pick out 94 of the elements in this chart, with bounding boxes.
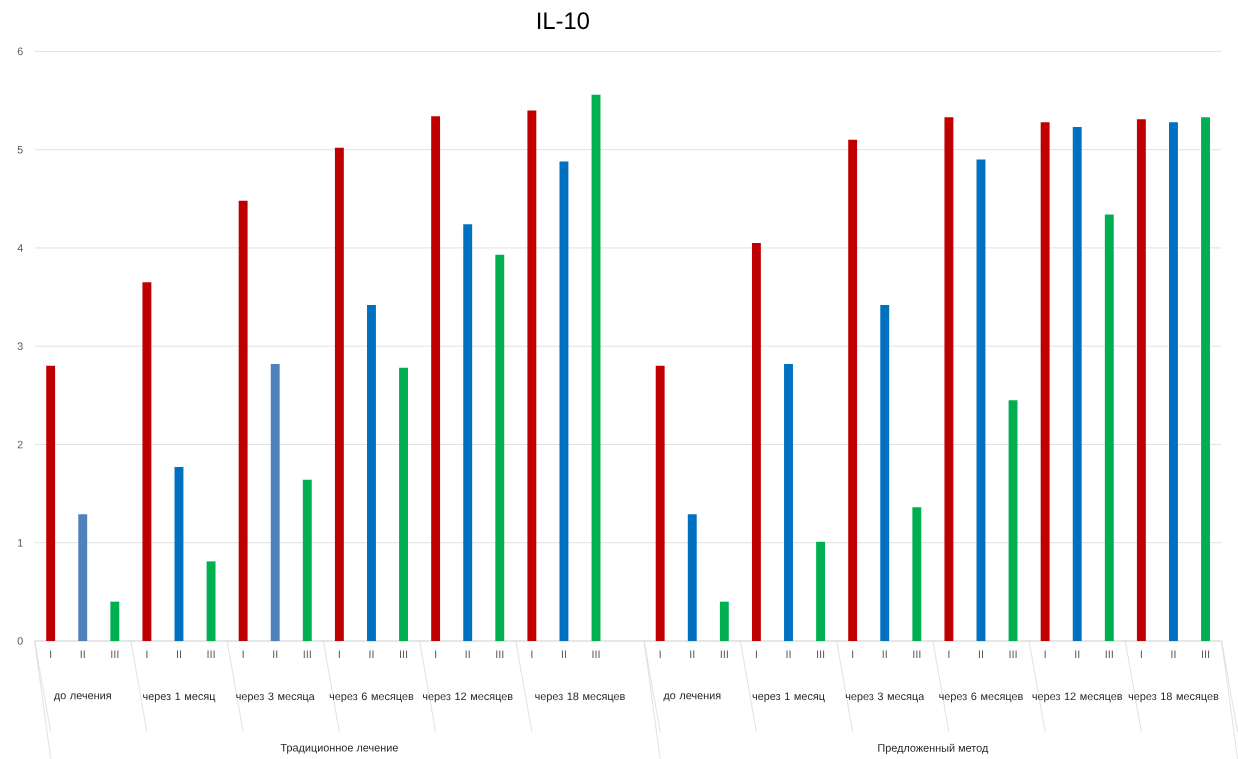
- x-tick-label: II: [561, 650, 566, 658]
- bar: [848, 139, 858, 641]
- text: через 1 месяц: [752, 692, 825, 703]
- bar: [238, 200, 248, 641]
- text: Традиционное лечение: [280, 743, 398, 754]
- x-tick-label: I: [852, 650, 854, 658]
- bar: [1040, 122, 1050, 641]
- x-tick-label: II: [690, 650, 695, 658]
- y-tick-label: 5: [17, 145, 23, 154]
- x-tick-label: III: [913, 650, 921, 658]
- x-tick-label: II: [786, 650, 791, 658]
- bar: [527, 110, 537, 641]
- bar: [142, 282, 152, 641]
- x-tick-label: II: [176, 650, 181, 658]
- x-tick-label: III: [400, 650, 408, 658]
- bar: [1072, 127, 1082, 641]
- bar: [751, 243, 761, 641]
- chart-title: IL-10: [537, 12, 589, 30]
- x-tick-label: II: [465, 650, 470, 658]
- bar: [559, 161, 569, 641]
- text: через 12 месяцев: [1032, 692, 1123, 703]
- text: через 6 месяцев: [329, 692, 414, 703]
- x-tick-label: III: [1009, 650, 1017, 658]
- bar: [719, 601, 729, 641]
- bar: [880, 304, 890, 641]
- x-tick-label: II: [978, 650, 983, 658]
- text: через 3 месяца: [845, 692, 925, 703]
- x-tick-label: I: [659, 650, 661, 658]
- y-tick-label: 0: [17, 637, 23, 645]
- text: через 6 месяцев: [939, 692, 1023, 703]
- x-tick-label: III: [817, 650, 825, 658]
- bar: [174, 467, 184, 641]
- bar: [1201, 117, 1210, 641]
- bar: [1136, 119, 1146, 641]
- text: через 18 месяцев: [1128, 692, 1219, 703]
- x-tick-label: III: [720, 650, 728, 658]
- y-tick-label: 2: [17, 440, 23, 449]
- x-tick-label: II: [1075, 650, 1080, 658]
- bar: [302, 479, 312, 641]
- x-tick-label: II: [369, 650, 374, 658]
- bar: [270, 363, 280, 641]
- text: через 18 месяцев: [535, 692, 625, 703]
- x-tick-label: I: [338, 650, 340, 658]
- text: Предложенный метод: [878, 743, 989, 754]
- bar: [1008, 400, 1018, 641]
- x-tick-label: III: [303, 650, 311, 658]
- bar: [463, 224, 473, 641]
- bar: [110, 601, 120, 641]
- bar: [495, 254, 505, 641]
- y-tick-label: 6: [17, 47, 23, 56]
- x-tick-label: I: [755, 650, 757, 658]
- bar: [591, 94, 601, 641]
- x-tick-label: I: [435, 650, 437, 658]
- text: через 3 месяца: [236, 692, 315, 703]
- x-tick-label: III: [496, 650, 504, 658]
- bar: [367, 304, 376, 641]
- bar: [206, 561, 216, 641]
- x-tick-label: III: [1105, 650, 1113, 658]
- bar: [687, 514, 697, 641]
- x-tick-label: III: [207, 650, 215, 658]
- bar: [1169, 122, 1178, 641]
- bar: [944, 117, 954, 641]
- x-tick-label: III: [111, 650, 119, 658]
- bar: [816, 541, 826, 641]
- x-tick-label: I: [531, 650, 533, 658]
- text: до лечения: [53, 693, 111, 702]
- x-tick-label: I: [146, 650, 148, 658]
- y-tick-label: 4: [17, 244, 23, 252]
- x-tick-label: III: [592, 650, 600, 658]
- text: через 12 месяцев: [422, 692, 513, 703]
- bar: [784, 363, 793, 641]
- bar: [334, 147, 344, 641]
- x-tick-label: I: [1044, 650, 1046, 658]
- x-tick-label: I: [948, 650, 950, 658]
- text: до лечения: [663, 693, 721, 702]
- x-tick-label: III: [1202, 650, 1210, 658]
- bar: [78, 514, 88, 641]
- bar: [399, 367, 408, 641]
- y-tick-label: 3: [17, 342, 23, 351]
- bar: [976, 159, 986, 641]
- text: через 1 месяц: [143, 692, 216, 703]
- x-tick-label: II: [1171, 650, 1176, 658]
- y-tick-label: 1: [17, 538, 23, 547]
- bar: [46, 365, 56, 641]
- bar: [431, 116, 441, 641]
- x-tick-label: II: [882, 650, 887, 658]
- bar: [912, 507, 922, 641]
- x-tick-label: II: [273, 650, 278, 658]
- bar: [655, 365, 665, 641]
- x-tick-label: I: [242, 650, 244, 658]
- bar: [1104, 214, 1114, 641]
- x-tick-label: I: [1140, 650, 1142, 658]
- x-tick-label: II: [80, 650, 85, 658]
- x-tick-label: I: [50, 650, 52, 658]
